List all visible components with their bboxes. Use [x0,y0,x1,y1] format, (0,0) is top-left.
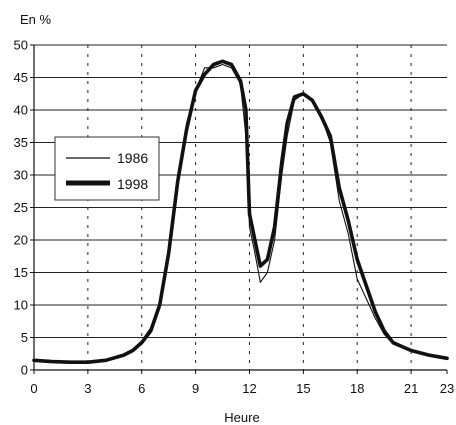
x-tick-label: 23 [440,381,454,396]
x-tick-label: 18 [350,381,364,396]
y-axis-title: En % [20,12,52,27]
x-tick-label: 15 [296,381,310,396]
y-tick-label: 25 [14,200,28,215]
x-axis-title: Heure [224,410,259,425]
y-tick-label: 0 [21,363,28,378]
x-tick-label: 12 [242,381,256,396]
y-tick-label: 45 [14,70,28,85]
y-tick-label: 15 [14,265,28,280]
legend-label-1998: 1998 [117,176,148,192]
y-tick-label: 20 [14,233,28,248]
legend-box [54,136,160,201]
y-tick-label: 10 [14,298,28,313]
x-tick-label: 9 [192,381,199,396]
y-tick-label: 50 [14,38,28,53]
x-tick-label: 3 [84,381,91,396]
x-tick-label: 0 [30,381,37,396]
y-tick-label: 40 [14,103,28,118]
legend-label-1986: 1986 [117,150,148,166]
series-lines [32,59,449,364]
legend: 1986 1998 [54,136,160,201]
series-line-1998 [32,59,449,364]
x-tick-labels: 0 3 6 9 12 15 18 21 23 [30,381,454,396]
x-tick-label: 21 [404,381,418,396]
x-tick-label: 6 [138,381,145,396]
y-tick-labels: 0 5 10 15 20 25 30 35 40 45 50 [14,38,28,378]
y-tick-label: 30 [14,168,28,183]
y-tick-label: 35 [14,135,28,150]
series-line-1986 [33,63,448,363]
axes [30,44,448,374]
y-tick-label: 5 [21,330,28,345]
